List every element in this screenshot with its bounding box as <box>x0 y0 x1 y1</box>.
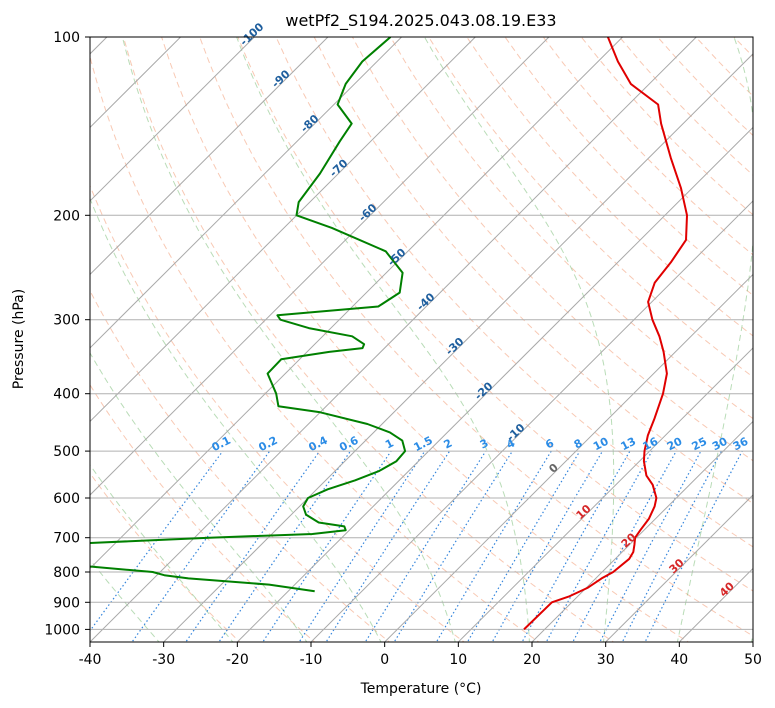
y-tick-label: 900 <box>53 595 80 611</box>
mixing-ratio-line <box>572 450 677 642</box>
y-tick-label: 200 <box>53 208 80 224</box>
isotherm-line <box>236 126 753 642</box>
mixing-ratio-line <box>393 450 513 642</box>
temperature-profile-line <box>523 37 688 631</box>
x-tick-label: 50 <box>744 652 762 668</box>
x-tick-label: -30 <box>152 652 175 668</box>
y-tick-label: 300 <box>53 313 80 329</box>
mixing-ratio-line <box>131 450 271 642</box>
isotherm-line <box>531 420 753 642</box>
y-tick-label: 1000 <box>44 622 80 638</box>
chart-title: wetPf2_S194.2025.043.08.19.E33 <box>285 11 556 31</box>
mixing-ratio-label: 25 <box>690 435 710 454</box>
mixing-ratio-line <box>599 450 702 642</box>
y-tick-label: 400 <box>53 387 80 403</box>
isotherm-line <box>752 641 753 642</box>
dry-adiabat <box>428 37 753 378</box>
dry-adiabat <box>275 37 753 548</box>
isotherm-line <box>605 494 753 642</box>
dry-adiabat <box>161 37 690 642</box>
mixing-ratio-line <box>466 450 581 642</box>
isotherm-line <box>90 37 402 349</box>
y-tick-label: 100 <box>53 30 80 46</box>
x-tick-label: 20 <box>523 652 541 668</box>
x-tick-label: 10 <box>449 652 467 668</box>
moist-adiabat <box>750 633 753 642</box>
mixing-ratio-line <box>185 450 321 642</box>
mixing-ratio-line <box>298 450 426 642</box>
dry-adiabat <box>390 37 753 420</box>
x-axis-label: Temperature (°C) <box>360 681 482 697</box>
dry-adiabat <box>90 184 465 642</box>
x-tick-label: -20 <box>226 652 249 668</box>
isotherm-line <box>90 37 550 496</box>
dry-adiabat <box>351 37 753 462</box>
isotherm-line <box>90 37 255 202</box>
mixing-ratio-line <box>325 450 451 642</box>
x-tick-label: 40 <box>670 652 688 668</box>
mixing-ratio-label: 10 <box>591 435 611 454</box>
y-tick-label: 500 <box>53 444 80 460</box>
mixing-ratio-line <box>218 450 351 642</box>
dry-adiabat <box>313 37 753 505</box>
dry-adiabat <box>199 37 753 637</box>
isotherm-line <box>90 37 329 276</box>
y-axis-label: Pressure (hPa) <box>11 289 27 389</box>
mixing-ratio-line <box>491 450 604 642</box>
isotherm-line <box>457 347 753 642</box>
plot-frame <box>89 36 754 643</box>
dewpoint-profile-line <box>90 37 407 593</box>
isotherm-line <box>163 53 753 642</box>
mixing-ratio-line <box>90 450 224 632</box>
y-tick-label: 700 <box>53 531 80 547</box>
mixing-ratio-label: 13 <box>619 435 639 454</box>
mixing-ratio-label: 20 <box>665 435 685 454</box>
x-tick-label: -10 <box>300 652 323 668</box>
mixing-ratio-label: 36 <box>731 435 751 454</box>
mixing-ratio-label: 30 <box>710 435 730 454</box>
dry-adiabat <box>237 37 753 592</box>
mixing-ratio-line <box>621 450 722 642</box>
isotherm-line <box>90 37 697 642</box>
x-tick-label: 30 <box>597 652 615 668</box>
y-tick-label: 600 <box>53 491 80 507</box>
x-tick-label: -40 <box>79 652 102 668</box>
mixing-ratio-line <box>262 450 392 642</box>
mixing-ratio-label: 16 <box>641 435 661 454</box>
isotherm-line <box>384 273 753 642</box>
isotherm-line <box>90 37 476 423</box>
moist-adiabat <box>90 197 382 642</box>
x-tick-label: 0 <box>380 652 389 668</box>
isotherm-line <box>310 200 753 642</box>
y-tick-label: 800 <box>53 565 80 581</box>
